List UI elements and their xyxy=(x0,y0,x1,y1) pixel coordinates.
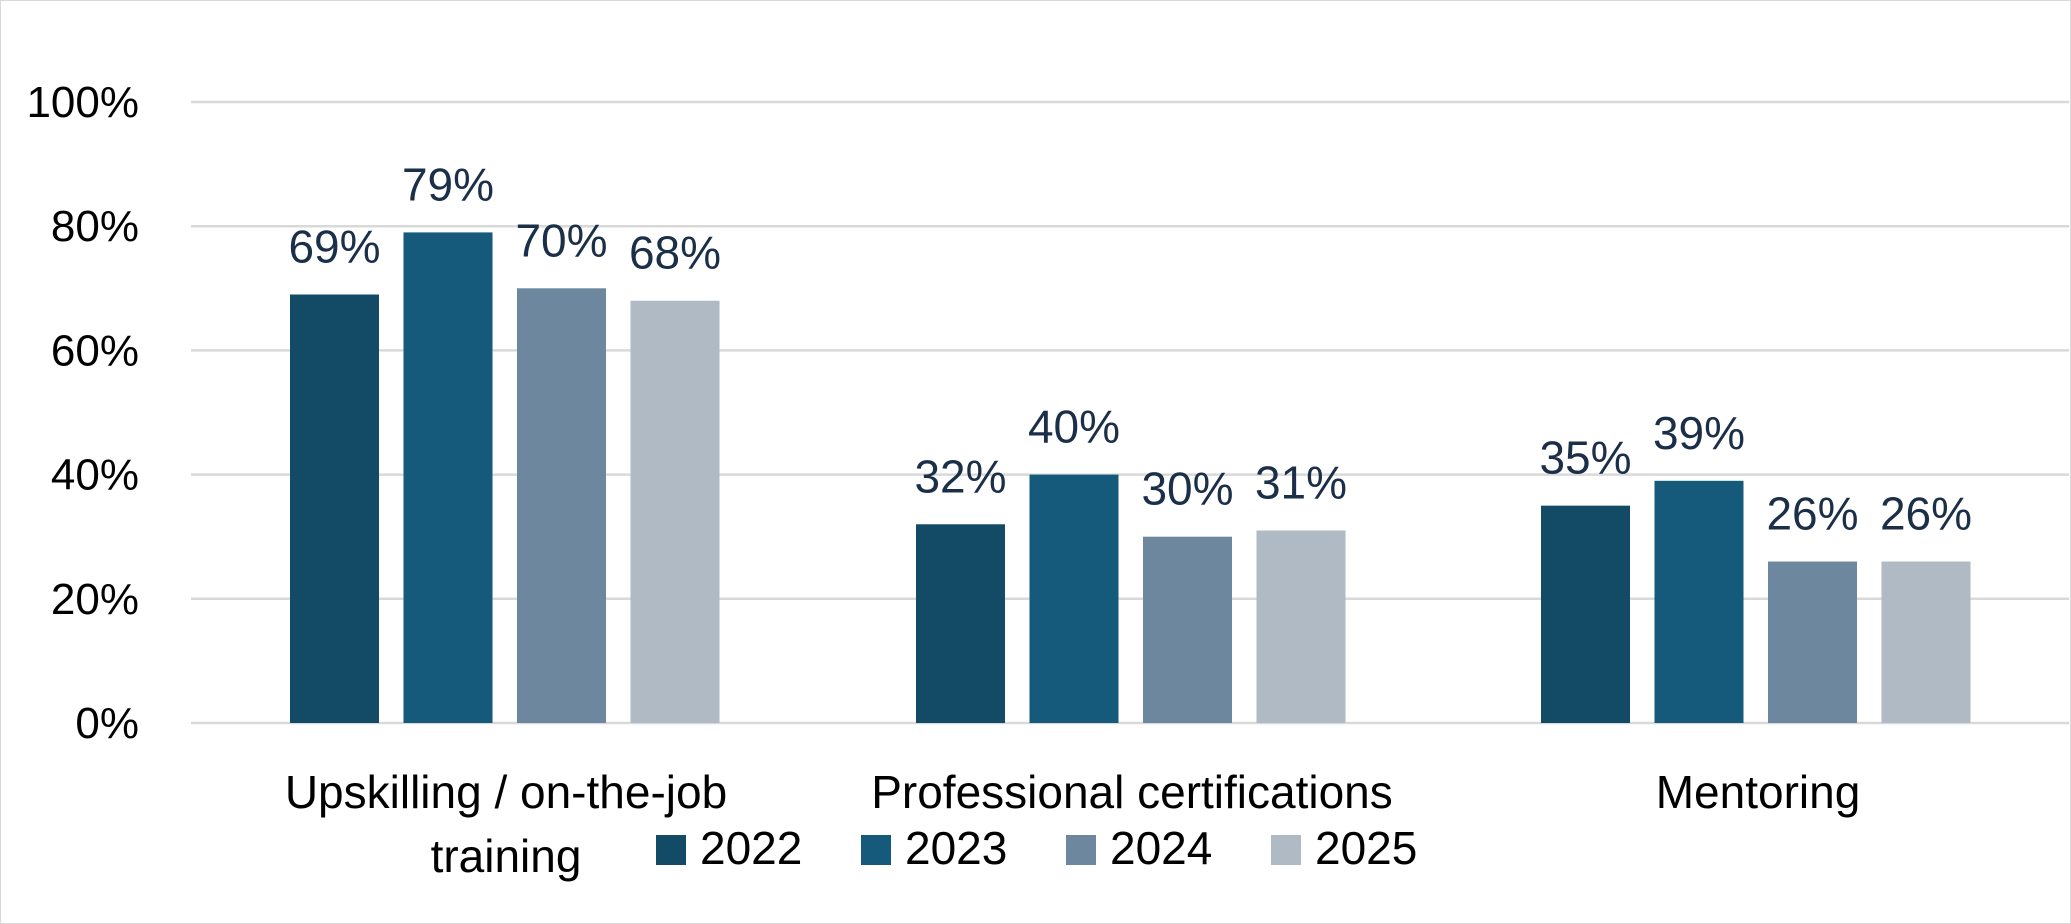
y-tick-label: 0% xyxy=(75,699,139,748)
legend-swatch xyxy=(1066,835,1096,865)
category-label: training xyxy=(431,830,582,882)
category-label: Mentoring xyxy=(1656,766,1861,818)
bar xyxy=(1881,561,1971,723)
category-label: Upskilling / on-the-job xyxy=(285,766,727,818)
data-label: 69% xyxy=(288,221,380,273)
legend-label: 2022 xyxy=(700,822,802,874)
y-tick-label: 60% xyxy=(51,326,139,375)
data-label: 31% xyxy=(1255,456,1347,508)
bar xyxy=(1768,561,1857,723)
bar xyxy=(1256,530,1346,723)
data-labels: 69% 32% 35% 79% 40% 39% 70% 30% 26% 68% 31% 26% xyxy=(288,158,1972,539)
legend-swatch xyxy=(656,835,686,865)
legend-label: 2025 xyxy=(1315,822,1417,874)
bar xyxy=(1143,536,1232,723)
data-label: 70% xyxy=(515,214,607,266)
category-label: Professional certifications xyxy=(871,766,1393,818)
data-label: 40% xyxy=(1028,401,1120,453)
y-tick-label: 100% xyxy=(26,78,139,127)
legend-label: 2024 xyxy=(1110,822,1212,874)
bar xyxy=(1541,505,1630,723)
y-tick-label: 80% xyxy=(51,202,139,251)
data-label: 39% xyxy=(1653,407,1745,459)
legend-label: 2023 xyxy=(905,822,1007,874)
x-axis-categories: Upskilling / on-the-job training Professio… xyxy=(285,766,1860,882)
bar xyxy=(517,288,606,723)
legend-swatch xyxy=(861,835,891,865)
data-label: 79% xyxy=(402,158,494,210)
legend-item[interactable]: 2023 xyxy=(861,822,1007,874)
y-tick-label: 40% xyxy=(51,451,139,500)
legend-swatch xyxy=(1271,835,1301,865)
data-label: 30% xyxy=(1141,463,1233,515)
data-label: 26% xyxy=(1880,488,1972,540)
bar xyxy=(290,294,379,723)
bar xyxy=(403,232,493,723)
bars xyxy=(290,232,1971,723)
y-tick-label: 20% xyxy=(51,575,139,624)
data-label: 26% xyxy=(1766,488,1858,540)
legend[interactable]: 2022 2023 2024 2025 xyxy=(656,822,1417,874)
legend-item[interactable]: 2025 xyxy=(1271,822,1417,874)
legend-item[interactable]: 2022 xyxy=(656,822,802,874)
bar xyxy=(1029,474,1119,723)
legend-item[interactable]: 2024 xyxy=(1066,822,1212,874)
bar xyxy=(630,300,720,723)
data-label: 35% xyxy=(1539,432,1631,484)
bar xyxy=(1654,480,1744,723)
data-label: 68% xyxy=(629,227,721,279)
y-axis-ticks: 0% 20% 40% 60% 80% 100% xyxy=(26,78,139,748)
bar xyxy=(916,524,1005,723)
gridlines xyxy=(191,100,2069,725)
data-label: 32% xyxy=(914,450,1006,502)
